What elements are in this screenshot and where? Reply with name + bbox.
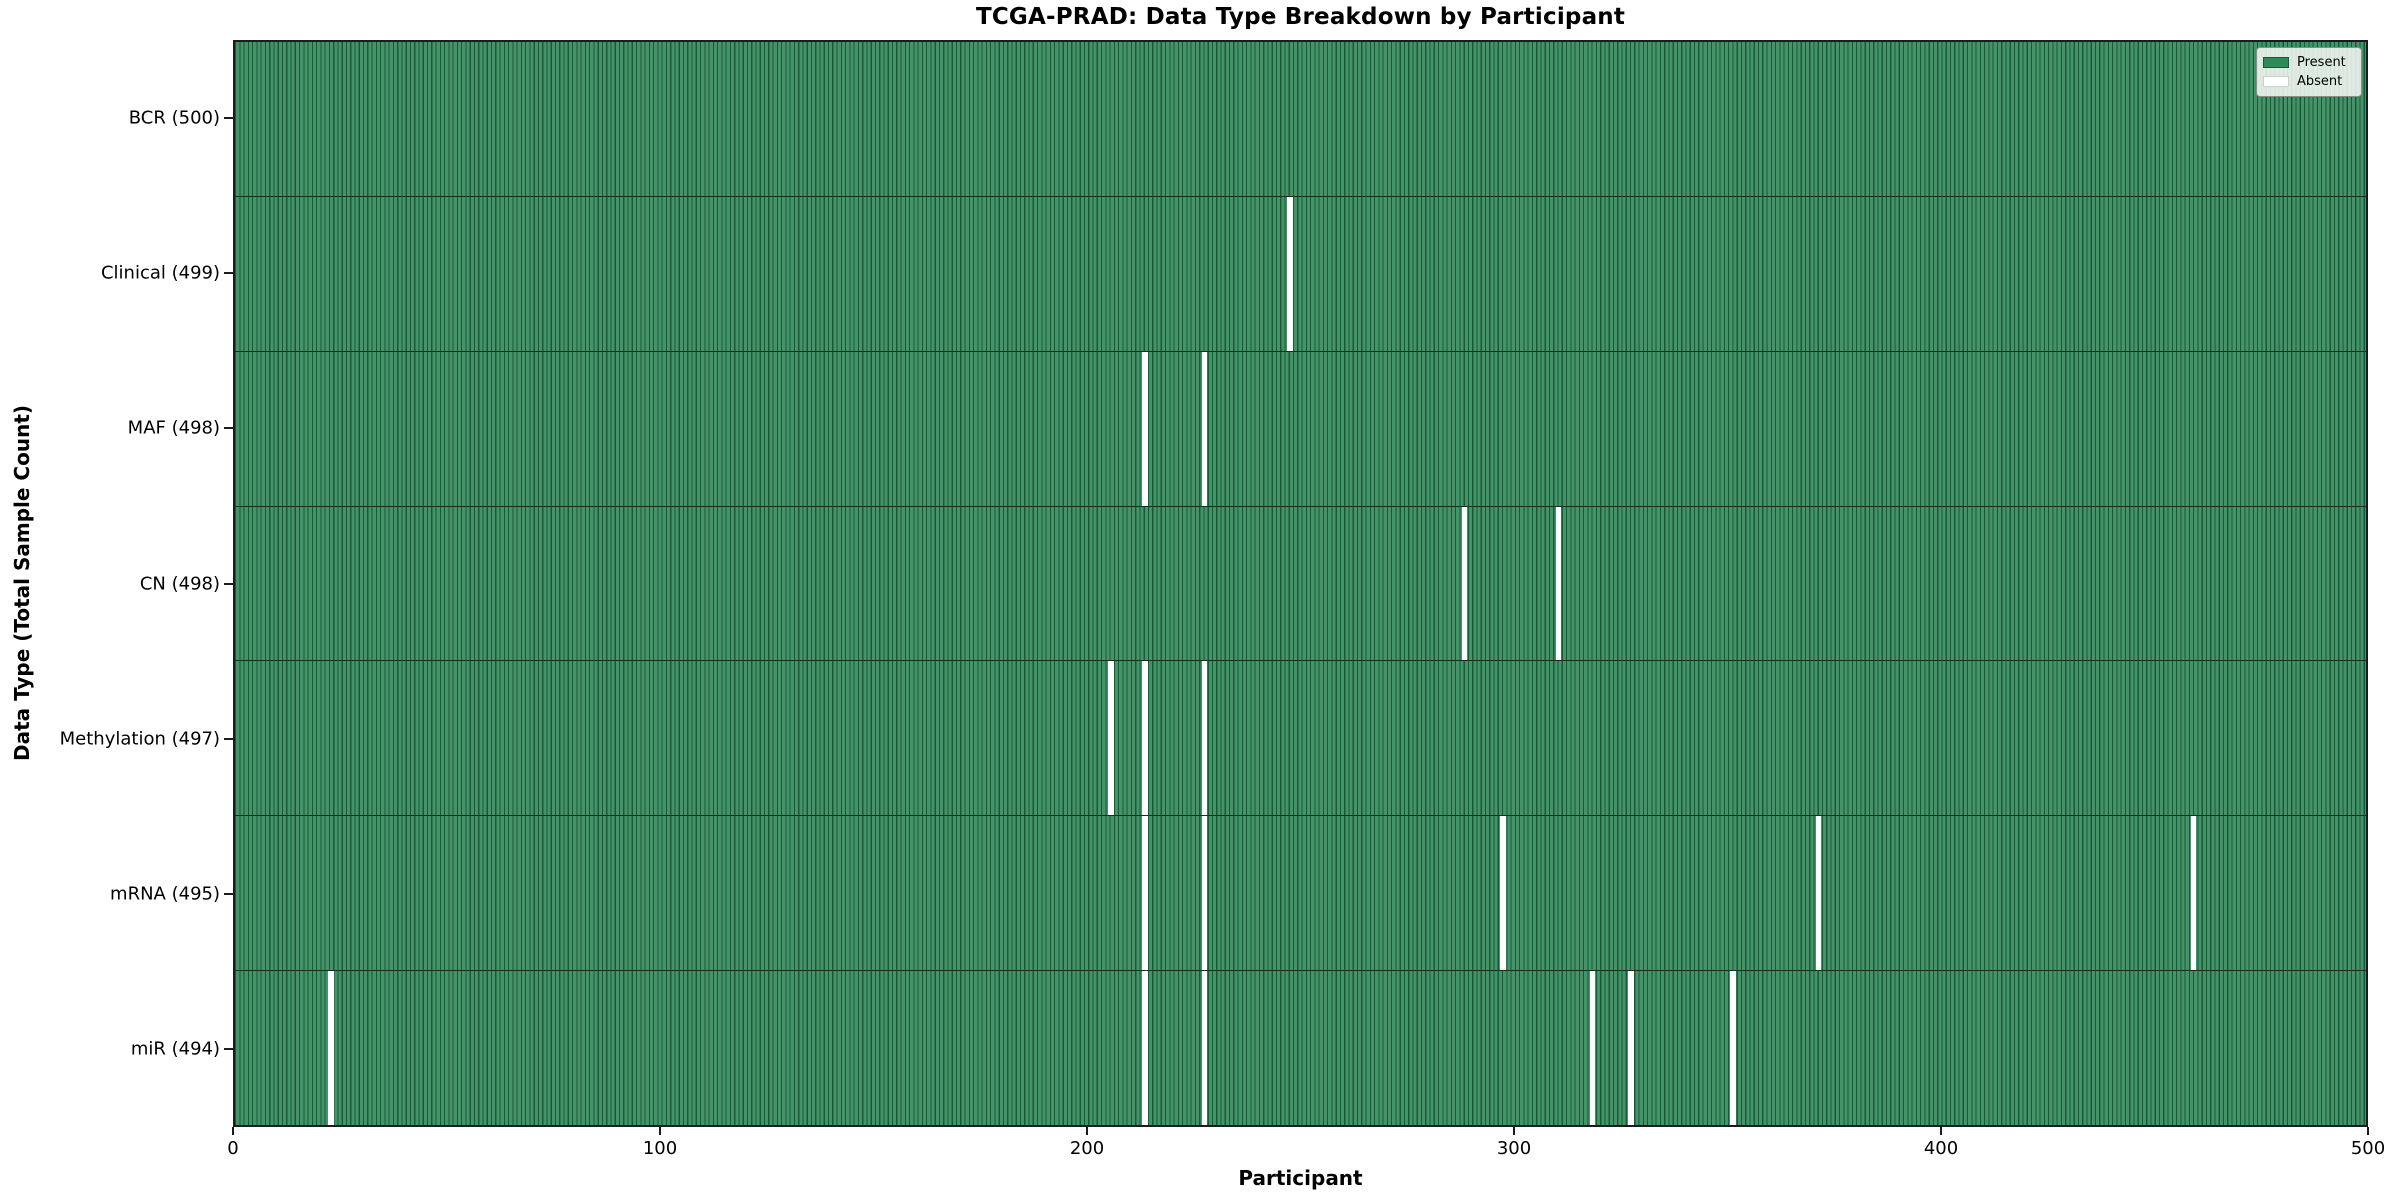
heatmap-row-cn: [235, 505, 2366, 661]
absent-bar: [1201, 816, 1208, 971]
legend-label-absent: Absent: [2297, 74, 2343, 89]
absent-bar: [1815, 816, 1822, 971]
y-tick-label: miR (494): [130, 1038, 220, 1060]
absent-bar: [1555, 506, 1562, 661]
x-tick-label: 100: [642, 1138, 678, 1159]
x-tick-mark: [1513, 1127, 1515, 1135]
x-tick-label: 300: [1496, 1138, 1532, 1159]
y-tick-label: mRNA (495): [110, 883, 220, 905]
plot-area: [233, 40, 2368, 1127]
heatmap-row-mir: [235, 970, 2366, 1126]
chart-title: TCGA-PRAD: Data Type Breakdown by Partic…: [975, 4, 1626, 30]
absent-bar: [1201, 661, 1208, 816]
absent-bar: [1287, 196, 1293, 351]
x-tick-mark: [1086, 1127, 1088, 1135]
absent-bar: [1142, 661, 1148, 816]
heatmap-row-bcr: [235, 42, 2366, 196]
absent-bar: [1500, 816, 1506, 971]
heatmap-row-methylation: [235, 660, 2366, 816]
x-tick-label: 200: [1069, 1138, 1105, 1159]
x-axis-label: Participant: [1238, 1166, 1363, 1190]
legend-item-present: Present: [2263, 53, 2354, 72]
y-tick-label: Clinical (499): [100, 262, 220, 284]
absent-bar: [2190, 816, 2197, 971]
heatmap-row-maf: [235, 350, 2366, 506]
x-tick-mark: [1940, 1127, 1942, 1135]
absent-bar: [328, 971, 334, 1126]
absent-bar: [1142, 816, 1148, 971]
x-tick-label: 0: [227, 1138, 239, 1159]
absent-bar: [1142, 351, 1148, 506]
x-tick-mark: [2367, 1127, 2369, 1135]
y-tick-mark: [224, 1048, 233, 1051]
present-swatch-icon: [2263, 57, 2289, 68]
absent-bar: [1142, 971, 1148, 1126]
absent-bar: [1201, 351, 1208, 506]
y-tick-mark: [224, 116, 233, 119]
absent-bar: [1201, 971, 1208, 1126]
absent-bar: [1108, 661, 1114, 816]
legend-label-present: Present: [2297, 55, 2346, 70]
y-tick-mark: [224, 427, 233, 430]
x-tick-label: 500: [2350, 1138, 2386, 1159]
x-tick-label: 400: [1923, 1138, 1959, 1159]
y-tick-mark: [224, 737, 233, 740]
heatmap-row-clinical: [235, 195, 2366, 351]
y-tick-mark: [224, 582, 233, 585]
y-tick-mark: [224, 893, 233, 896]
y-tick-label: BCR (500): [128, 107, 220, 129]
absent-bar: [1589, 971, 1596, 1126]
absent-bar: [1730, 971, 1736, 1126]
y-tick-label: Methylation (497): [59, 728, 220, 750]
legend-item-absent: Absent: [2263, 72, 2354, 91]
absent-bar: [1461, 506, 1468, 661]
absent-swatch-icon: [2263, 76, 2289, 87]
y-tick-label: CN (498): [139, 573, 220, 594]
heatmap-row-mrna: [235, 815, 2366, 971]
y-tick-label: MAF (498): [127, 417, 220, 439]
absent-bar: [1628, 971, 1634, 1126]
x-tick-mark: [232, 1127, 234, 1135]
x-tick-mark: [659, 1127, 661, 1135]
y-tick-mark: [224, 271, 233, 274]
legend: Present Absent: [2256, 47, 2362, 97]
